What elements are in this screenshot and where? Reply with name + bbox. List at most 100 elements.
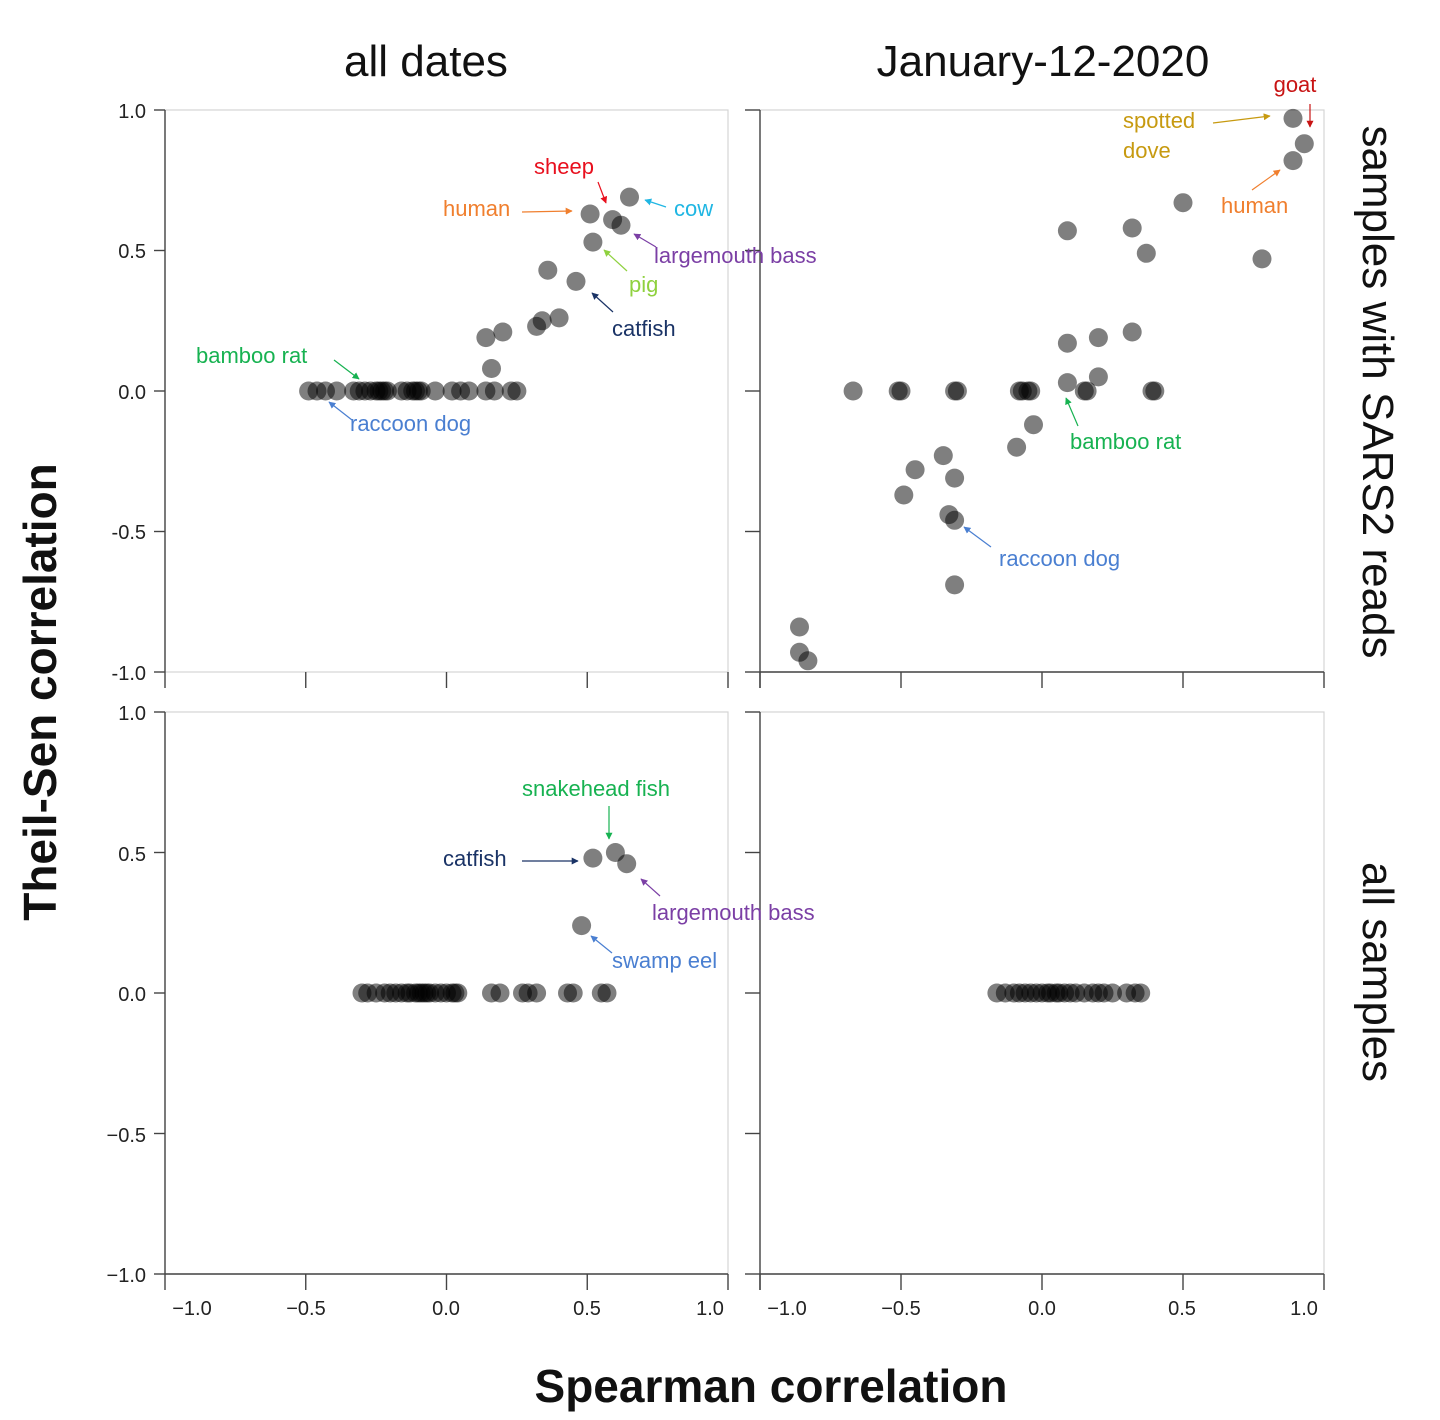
annotation-arrow <box>1212 113 1271 124</box>
scatter-point <box>843 381 863 401</box>
scatter-point <box>1057 373 1077 393</box>
scatter-point <box>1057 221 1077 241</box>
y-tick-labels-bottom-left: 1.0 0.5 0.0 −0.5 −1.0 <box>107 703 146 1287</box>
scatter-point <box>1294 134 1314 154</box>
annotation-arrow <box>1251 169 1281 191</box>
scatter-point <box>1088 328 1108 348</box>
annotation-arrow <box>328 401 353 421</box>
x-tick-label: 1.0 <box>696 1298 724 1320</box>
annotation-largemouth-bass: largemouth bass <box>654 243 817 268</box>
scatter-point <box>580 204 600 224</box>
scatter-point <box>566 271 586 291</box>
y-axis-title: Theil-Sen correlation <box>14 463 66 921</box>
scatter-point <box>1252 249 1272 269</box>
scatter-point <box>891 381 911 401</box>
annotation-raccoon-dog: raccoon dog <box>350 411 471 436</box>
scatter-point <box>1131 983 1151 1003</box>
row-title-sars2-samples: samples with SARS2 reads <box>1353 125 1402 658</box>
scatter-point <box>905 460 925 480</box>
scatter-point <box>1021 381 1041 401</box>
scatter-point <box>538 260 558 280</box>
annotation-arrow <box>644 198 667 208</box>
tick-marks <box>154 109 1325 1290</box>
y-tick-label: -0.5 <box>112 522 146 544</box>
scatter-point <box>490 983 510 1003</box>
scatter-point <box>620 187 639 207</box>
scatter-point <box>1122 322 1142 342</box>
scatter-point <box>377 381 397 401</box>
y-tick-label: 0.0 <box>118 984 146 1006</box>
y-tick-label: -1.0 <box>112 663 146 685</box>
x-tick-label: −0.5 <box>286 1298 325 1320</box>
x-tick-labels-left: −1.0 −0.5 0.0 0.5 1.0 <box>172 1298 724 1320</box>
annotation-bamboo-rat: bamboo rat <box>1070 429 1181 454</box>
scatter-point <box>611 215 631 235</box>
scatter-point <box>549 308 569 328</box>
scatter-point <box>597 983 617 1003</box>
scatter-point <box>1173 193 1193 213</box>
scatter-point <box>476 328 496 348</box>
annotation-dove: dove <box>1123 138 1171 163</box>
scatter-point <box>617 854 637 874</box>
x-tick-label: −0.5 <box>881 1298 920 1320</box>
y-tick-label: −1.0 <box>107 1265 146 1287</box>
x-tick-label: 0.5 <box>1168 1298 1196 1320</box>
scatter-point <box>1145 381 1165 401</box>
annotations-top-left: sheep human cow largemouth bass pig catf… <box>196 154 817 436</box>
x-tick-label: 1.0 <box>1290 1298 1318 1320</box>
scatter-point <box>1283 151 1303 171</box>
annotation-largemouth-bass: largemouth bass <box>652 900 815 925</box>
scatter-point <box>425 381 445 401</box>
y-tick-label: 1.0 <box>118 703 146 725</box>
scatter-point <box>945 468 965 488</box>
annotation-bamboo-rat: bamboo rat <box>196 343 307 368</box>
scatter-point <box>493 322 513 342</box>
annotation-pig: pig <box>629 272 658 297</box>
scatter-point <box>583 232 603 252</box>
scatter-point <box>945 510 965 530</box>
scatter-point <box>507 381 527 401</box>
annotation-arrow <box>590 935 613 954</box>
scatter-point <box>1136 243 1156 263</box>
annotation-arrow <box>333 359 360 380</box>
x-tick-label: 0.5 <box>573 1298 601 1320</box>
column-title-all-dates: all dates <box>344 37 508 86</box>
scatter-point <box>527 983 547 1003</box>
scatter-point <box>1007 437 1027 457</box>
annotation-human: human <box>1221 193 1288 218</box>
x-tick-label: 0.0 <box>1028 1298 1056 1320</box>
scatter-point <box>459 381 479 401</box>
annotation-arrow <box>597 181 608 204</box>
annotation-arrow <box>640 878 661 897</box>
scatter-point <box>411 381 431 401</box>
y-tick-labels-top-left: 1.0 0.5 0.0 -0.5 -1.0 <box>112 101 146 685</box>
annotation-human: human <box>443 196 510 221</box>
annotation-spotted: spotted <box>1123 108 1195 133</box>
row-title-all-samples: all samples <box>1353 862 1402 1082</box>
annotation-arrow <box>521 207 573 215</box>
annotation-cow: cow <box>674 196 713 221</box>
annotation-raccoon-dog: raccoon dog <box>999 546 1120 571</box>
scatter-point <box>894 485 914 505</box>
x-axis-title: Spearman correlation <box>535 1360 1008 1412</box>
annotation-catfish: catfish <box>612 316 676 341</box>
annotation-arrow <box>591 292 614 313</box>
y-tick-label: 0.5 <box>118 844 146 866</box>
scatter-point <box>327 381 347 401</box>
scatter-point <box>945 575 965 595</box>
x-tick-labels-right: −1.0 −0.5 0.0 0.5 1.0 <box>767 1298 1318 1320</box>
annotation-arrow <box>633 233 657 248</box>
scatter-point <box>933 446 953 466</box>
annotation-catfish: catfish <box>443 846 507 871</box>
annotation-snakehead-fish: snakehead fish <box>522 776 670 801</box>
scatter-point <box>1283 108 1303 128</box>
scatter-point <box>1088 367 1108 387</box>
scatter-point <box>1057 333 1077 353</box>
column-title-date: January-12-2020 <box>877 37 1210 86</box>
scatter-point <box>1024 415 1043 435</box>
scatter-point <box>1077 381 1097 401</box>
scatter-point <box>1122 218 1142 238</box>
annotation-arrow <box>603 249 628 272</box>
x-tick-label: 0.0 <box>432 1298 460 1320</box>
